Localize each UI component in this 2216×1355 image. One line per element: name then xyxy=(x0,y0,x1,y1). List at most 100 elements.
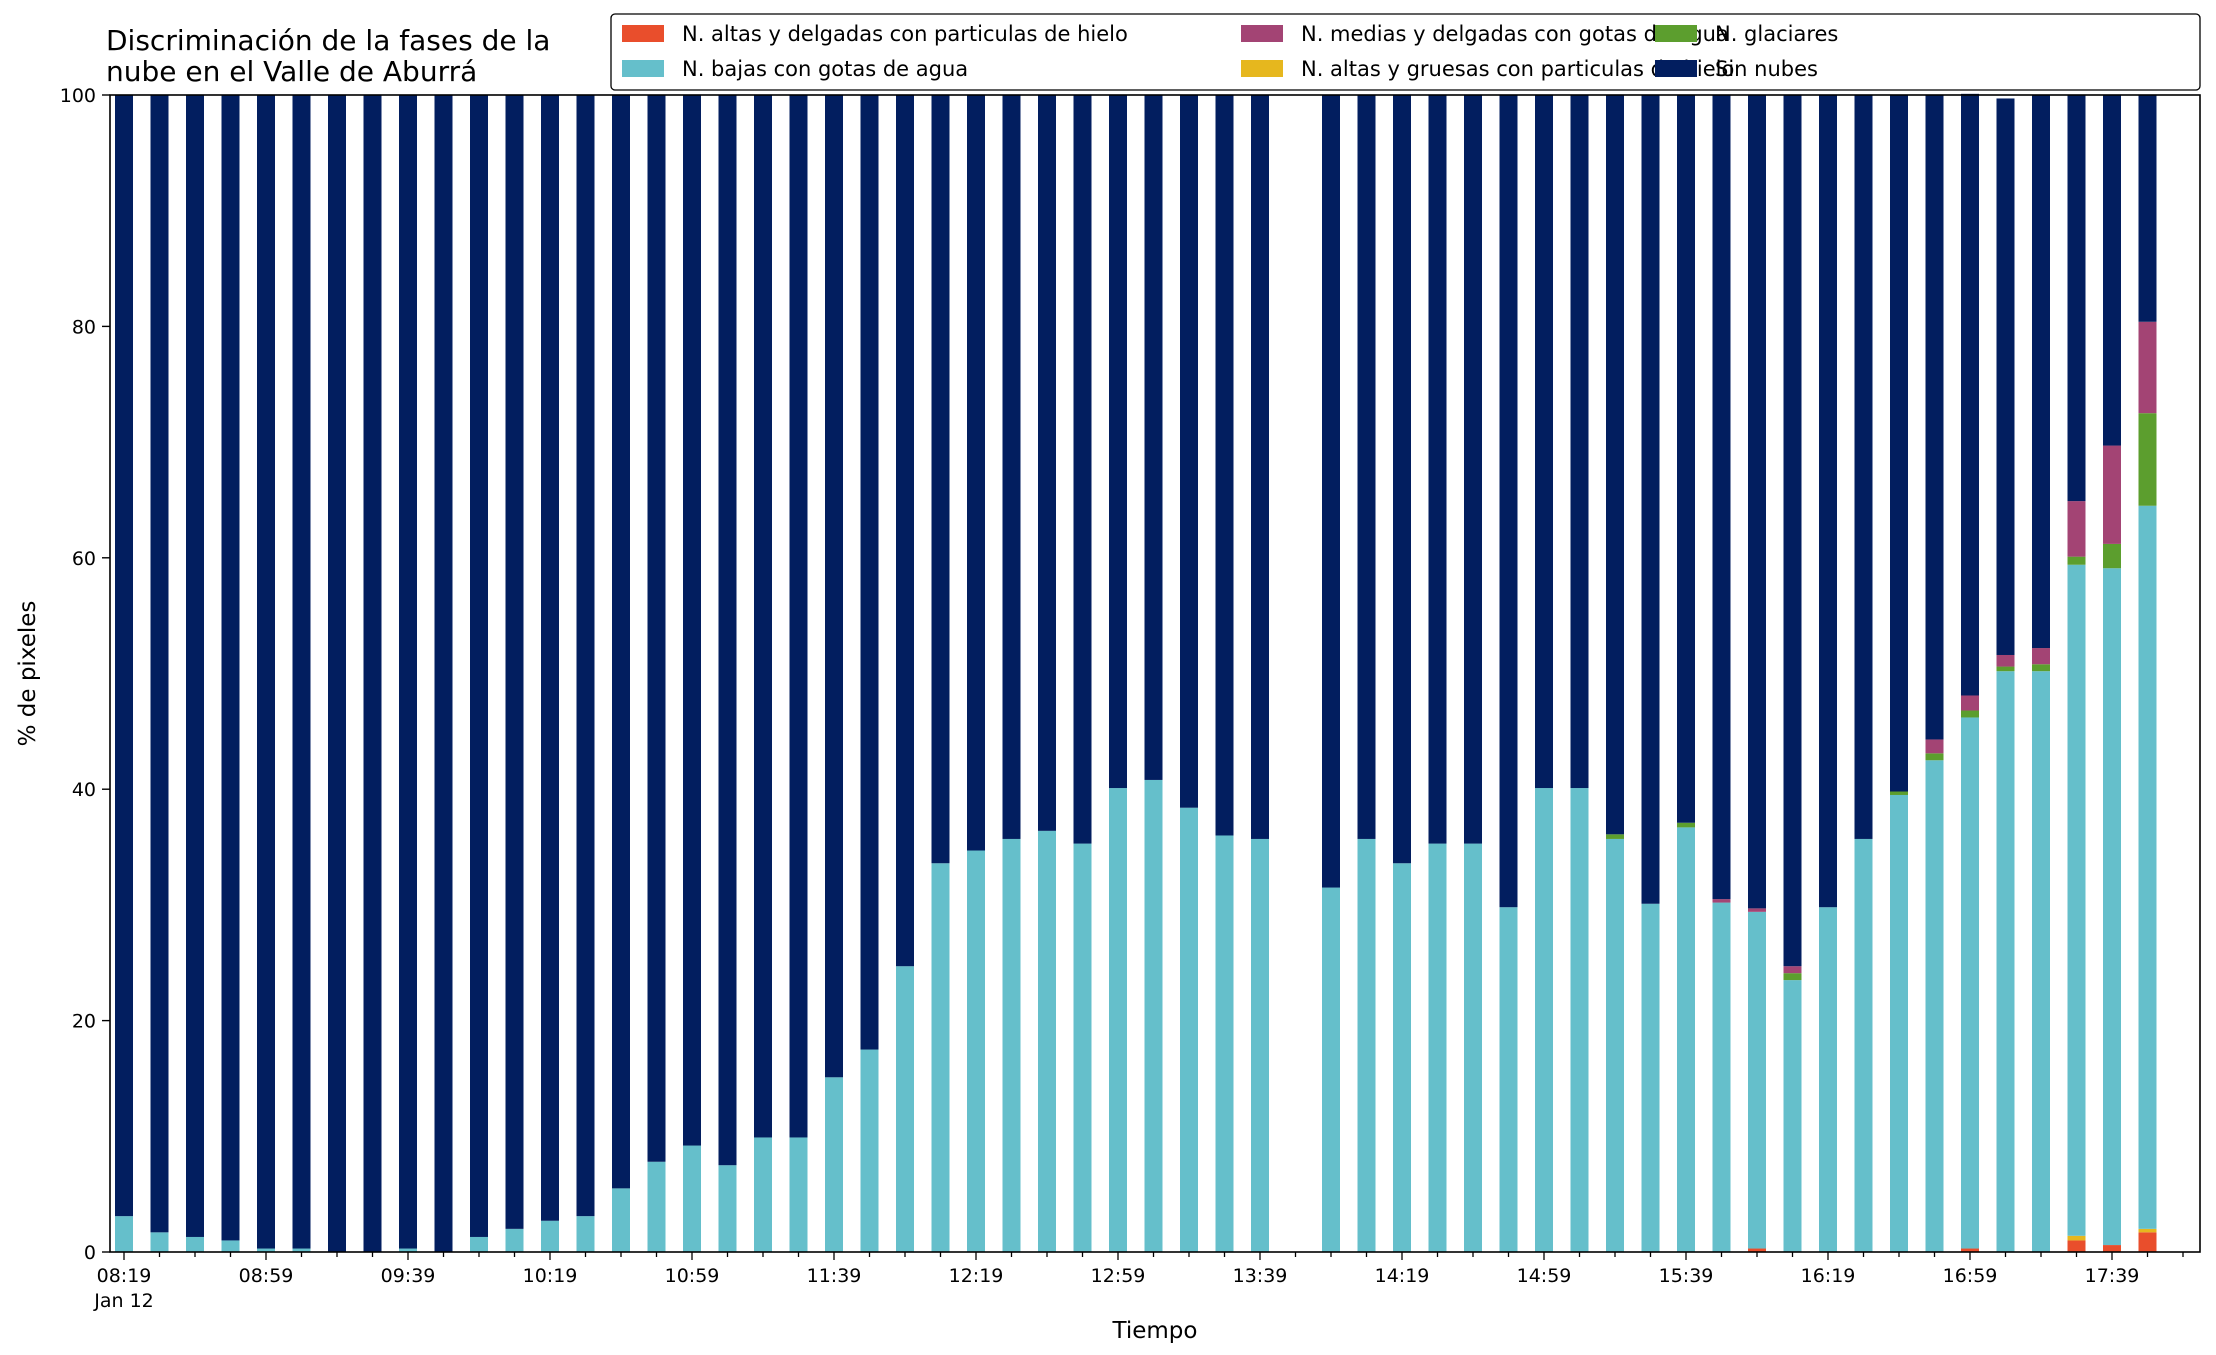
bar-segment xyxy=(221,95,240,1241)
y-axis-label: % de pixeles xyxy=(15,601,41,747)
bar-segment xyxy=(2067,1235,2086,1241)
bar-segment xyxy=(1854,838,1873,1252)
bar-segment xyxy=(1499,907,1518,1252)
legend-entry: N. glaciares xyxy=(1715,22,1838,46)
bar-segment xyxy=(789,1137,808,1252)
bar-segment xyxy=(1109,95,1127,789)
bar-segment xyxy=(825,1077,843,1252)
bar-segment xyxy=(1038,830,1056,1252)
bar-segment xyxy=(186,1236,204,1252)
bar-segment xyxy=(1996,666,2015,672)
x-tick-sublabel: Jan 12 xyxy=(93,1290,154,1312)
bar-segment xyxy=(1357,838,1376,1252)
legend-box xyxy=(610,13,2201,91)
legend-swatch xyxy=(622,25,664,42)
bar-segment xyxy=(1499,95,1518,908)
bar-segment xyxy=(328,95,346,1252)
bar-segment xyxy=(470,1236,488,1252)
bar-segment xyxy=(1144,95,1163,780)
bar-segment xyxy=(1393,95,1411,864)
bar-segment xyxy=(576,1216,595,1252)
bar-segment xyxy=(1819,907,1837,1252)
chart-title-line: Discriminación de la fases de la xyxy=(106,24,550,57)
bar-segment xyxy=(1925,95,1944,740)
x-tick-label: 09:39 xyxy=(381,1265,436,1287)
bar-segment xyxy=(1606,834,1624,839)
bar-segment xyxy=(1073,95,1092,844)
bar-segment xyxy=(2138,321,2157,414)
bar-segment xyxy=(2138,95,2157,322)
legend-entry: Sin nubes xyxy=(1715,57,1818,81)
bar-segment xyxy=(612,1188,630,1252)
legend-swatch xyxy=(1241,25,1283,42)
bar-segment xyxy=(2067,1240,2086,1252)
bar-segment xyxy=(1890,791,1908,795)
x-tick-label: 16:19 xyxy=(1801,1265,1856,1287)
bar-segment xyxy=(1570,95,1589,789)
bar-segment xyxy=(505,95,524,1229)
bar-segment xyxy=(1819,95,1837,908)
bar-segment xyxy=(1215,835,1234,1252)
x-tick-label: 16:59 xyxy=(1943,1265,1998,1287)
x-tick-label: 10:19 xyxy=(523,1265,578,1287)
bar-segment xyxy=(2138,413,2157,506)
bar-segment xyxy=(292,95,311,1249)
bar-segment xyxy=(1748,1248,1766,1252)
bar-segment xyxy=(1606,95,1624,835)
bar-segment xyxy=(1002,838,1021,1252)
bars xyxy=(115,93,2157,1252)
bar-segment xyxy=(1925,739,1944,754)
bar-segment xyxy=(896,95,914,967)
x-axis: 08:19 Jan 12 08:59 09:39 10:19 10:59 11:39 12:1… xyxy=(93,1252,2184,1312)
y-tick-label: 20 xyxy=(72,1011,96,1033)
bar-segment xyxy=(754,95,772,1138)
x-tick-label: 15:39 xyxy=(1659,1265,1714,1287)
bar-segment xyxy=(221,1240,240,1252)
bar-segment xyxy=(1570,788,1589,1252)
legend-swatch xyxy=(1655,25,1697,42)
bar-segment xyxy=(470,95,488,1237)
bar-segment xyxy=(150,1232,169,1252)
bar-segment xyxy=(1961,93,1979,696)
x-tick-label: 13:39 xyxy=(1233,1265,1288,1287)
bar-segment xyxy=(718,1165,737,1252)
bar-segment xyxy=(1251,95,1269,839)
bar-segment xyxy=(1748,95,1766,909)
bar-segment xyxy=(2103,95,2121,446)
bar-segment xyxy=(1961,710,1979,718)
bar-segment xyxy=(1783,95,1802,967)
bar-segment xyxy=(576,95,595,1217)
bar-segment xyxy=(931,863,950,1252)
bar-segment xyxy=(860,1049,879,1252)
bar-segment xyxy=(1073,843,1092,1252)
bar-segment xyxy=(1641,903,1660,1252)
bar-segment xyxy=(257,95,275,1249)
bar-segment xyxy=(505,1228,524,1252)
bar-segment xyxy=(896,966,914,1252)
bar-segment xyxy=(683,1145,701,1252)
bar-segment xyxy=(2067,95,2086,502)
x-axis-label: Tiempo xyxy=(1112,1318,1198,1344)
bar-segment xyxy=(1677,95,1695,823)
bar-segment xyxy=(1677,827,1695,1252)
bar-segment xyxy=(1783,966,1802,974)
x-tick-label: 08:59 xyxy=(239,1265,294,1287)
bar-segment xyxy=(292,1248,311,1252)
bar-segment xyxy=(1144,779,1163,1252)
bar-segment xyxy=(1322,95,1340,888)
bar-segment xyxy=(434,95,453,1252)
bar-segment xyxy=(1996,671,2015,1252)
bar-segment xyxy=(399,1248,417,1252)
bar-segment xyxy=(1038,95,1056,831)
bar-segment xyxy=(1890,95,1908,792)
bar-segment xyxy=(363,95,382,1252)
bar-segment xyxy=(2067,556,2086,565)
bar-segment xyxy=(2138,1228,2157,1233)
bar-segment xyxy=(1890,794,1908,1252)
x-tick-label: 14:19 xyxy=(1375,1265,1430,1287)
bar-segment xyxy=(541,95,559,1221)
bar-segment xyxy=(1464,95,1482,844)
chart-title-line: nube en el Valle de Aburrá xyxy=(106,55,477,88)
